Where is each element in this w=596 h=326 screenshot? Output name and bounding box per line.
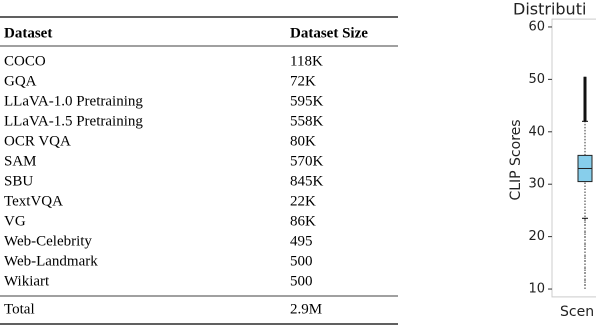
cell: TextVQA	[4, 193, 63, 209]
cell: Web-Celebrity	[4, 233, 92, 249]
cell: 500	[290, 273, 313, 289]
cell: LLaVA-1.0 Pretraining	[4, 93, 143, 109]
cell: 22K	[290, 193, 316, 209]
column-header: Dataset Size	[290, 25, 368, 41]
cell: GQA	[4, 73, 37, 89]
cell: OCR VQA	[4, 133, 71, 149]
chart-title: Distributi	[513, 0, 586, 19]
y-tick-label: 10	[528, 282, 545, 297]
cell: Web-Landmark	[4, 253, 98, 269]
cell: 570K	[290, 153, 324, 169]
cell: 845K	[290, 173, 324, 189]
y-axis-label: CLIP Scores	[508, 119, 524, 200]
cell: 80K	[290, 133, 316, 149]
plot-area	[551, 18, 596, 298]
y-tick-label: 50	[528, 72, 545, 87]
cell: 558K	[290, 113, 324, 129]
cell: 500	[290, 253, 313, 269]
y-tick-label: 40	[528, 124, 545, 139]
cell: 495	[290, 233, 313, 249]
cell: COCO	[4, 53, 46, 69]
cell: LLaVA-1.5 Pretraining	[4, 113, 143, 129]
cell: 86K	[290, 213, 316, 229]
cell: Wikiart	[4, 273, 50, 289]
column-header: Dataset	[4, 25, 52, 41]
cell: Total	[4, 301, 35, 317]
y-tick-label: 20	[528, 229, 545, 244]
cell: 2.9M	[290, 301, 322, 317]
cell: 118K	[290, 53, 323, 69]
cell: VG	[4, 213, 26, 229]
y-tick-label: 30	[528, 177, 545, 192]
cell: 72K	[290, 73, 316, 89]
cell: 595K	[290, 93, 324, 109]
cell: SBU	[4, 173, 33, 189]
cell: SAM	[4, 153, 37, 169]
x-tick-label: Scen	[560, 304, 594, 320]
y-tick-label: 60	[528, 19, 545, 34]
